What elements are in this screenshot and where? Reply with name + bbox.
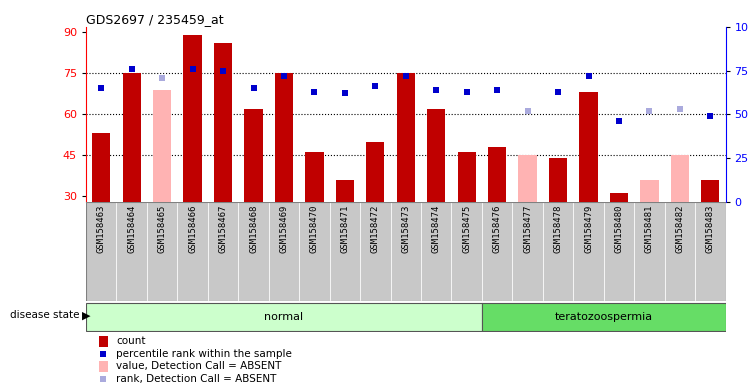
Bar xyxy=(396,73,415,202)
Bar xyxy=(640,180,658,202)
Text: GSM158466: GSM158466 xyxy=(188,205,197,253)
Text: GSM158482: GSM158482 xyxy=(675,205,684,253)
Bar xyxy=(695,202,726,301)
Bar xyxy=(99,361,108,372)
Bar xyxy=(665,202,695,301)
Text: GSM158476: GSM158476 xyxy=(493,205,502,253)
Bar xyxy=(214,43,232,202)
Bar xyxy=(177,202,208,301)
Bar xyxy=(634,202,665,301)
Text: GSM158469: GSM158469 xyxy=(280,205,289,253)
Text: GSM158471: GSM158471 xyxy=(340,205,349,253)
Bar xyxy=(86,303,482,331)
Bar xyxy=(123,73,141,202)
Bar xyxy=(269,202,299,301)
Text: GSM158472: GSM158472 xyxy=(371,205,380,253)
Bar xyxy=(421,202,452,301)
Text: GSM158468: GSM158468 xyxy=(249,205,258,253)
Bar xyxy=(604,202,634,301)
Text: value, Detection Call = ABSENT: value, Detection Call = ABSENT xyxy=(116,361,281,371)
Bar xyxy=(147,202,177,301)
Bar xyxy=(275,73,293,202)
Text: GSM158478: GSM158478 xyxy=(554,205,562,253)
Text: GSM158470: GSM158470 xyxy=(310,205,319,253)
Bar xyxy=(239,202,269,301)
Text: GSM158473: GSM158473 xyxy=(401,205,411,253)
Text: GSM158463: GSM158463 xyxy=(96,205,105,253)
Text: teratozoospermia: teratozoospermia xyxy=(555,312,653,322)
Bar xyxy=(543,202,573,301)
Text: GSM158481: GSM158481 xyxy=(645,205,654,253)
Bar xyxy=(427,109,445,202)
Bar xyxy=(580,93,598,202)
Text: GSM158475: GSM158475 xyxy=(462,205,471,253)
Bar xyxy=(208,202,239,301)
Bar xyxy=(183,35,202,202)
Text: count: count xyxy=(116,336,146,346)
Bar xyxy=(299,202,330,301)
Bar xyxy=(488,147,506,202)
Bar xyxy=(610,194,628,202)
Bar xyxy=(153,90,171,202)
Text: disease state: disease state xyxy=(10,310,82,320)
Bar xyxy=(458,152,476,202)
Bar xyxy=(360,202,390,301)
Bar xyxy=(482,202,512,301)
Bar xyxy=(330,202,360,301)
Bar xyxy=(367,142,384,202)
Bar xyxy=(245,109,263,202)
Bar xyxy=(512,202,543,301)
Bar xyxy=(86,202,117,301)
Text: percentile rank within the sample: percentile rank within the sample xyxy=(116,349,292,359)
Text: GDS2697 / 235459_at: GDS2697 / 235459_at xyxy=(86,13,224,26)
Bar xyxy=(99,336,108,347)
Bar xyxy=(482,303,726,331)
Text: GSM158465: GSM158465 xyxy=(158,205,167,253)
Bar xyxy=(390,202,421,301)
Text: rank, Detection Call = ABSENT: rank, Detection Call = ABSENT xyxy=(116,374,277,384)
Text: GSM158479: GSM158479 xyxy=(584,205,593,253)
Bar xyxy=(549,158,567,202)
Bar xyxy=(701,180,720,202)
Text: ▶: ▶ xyxy=(82,310,91,320)
Bar xyxy=(92,133,111,202)
Text: GSM158467: GSM158467 xyxy=(218,205,227,253)
Text: GSM158474: GSM158474 xyxy=(432,205,441,253)
Text: normal: normal xyxy=(264,312,304,322)
Bar xyxy=(336,180,354,202)
Text: GSM158483: GSM158483 xyxy=(706,205,715,253)
Bar xyxy=(518,155,537,202)
Bar xyxy=(305,152,324,202)
Bar xyxy=(117,202,147,301)
Bar xyxy=(671,155,689,202)
Bar xyxy=(452,202,482,301)
Bar xyxy=(573,202,604,301)
Text: GSM158477: GSM158477 xyxy=(523,205,532,253)
Text: GSM158480: GSM158480 xyxy=(614,205,624,253)
Text: GSM158464: GSM158464 xyxy=(127,205,136,253)
